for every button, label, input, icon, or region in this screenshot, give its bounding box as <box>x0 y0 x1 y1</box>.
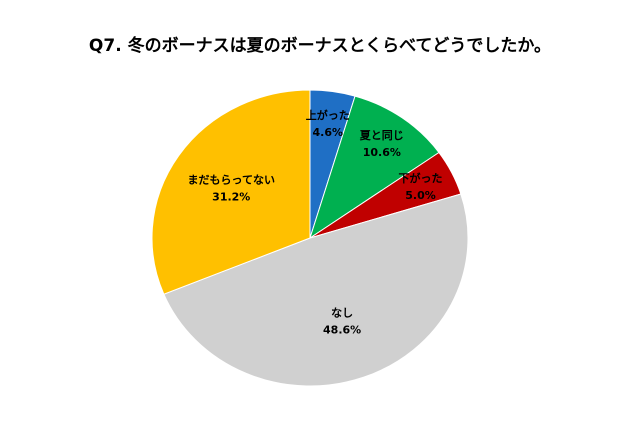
slice-label: まだもらってない <box>188 174 275 187</box>
pie-slice <box>163 193 469 387</box>
slice-value-label: 5.0% <box>405 189 436 202</box>
slice-value-label: 10.6% <box>363 146 401 159</box>
chart-title: Q7. 冬のボーナスは夏のボーナスとくらべてどうでしたか。 <box>89 35 551 56</box>
slice-value-label: 31.2% <box>212 191 250 204</box>
slice-label: 下がった <box>399 171 443 185</box>
pie-slice <box>151 89 311 295</box>
slice-label: 夏と同じ <box>360 129 404 142</box>
slice-value-label: 4.6% <box>312 126 343 139</box>
slice-value-label: 48.6% <box>323 324 361 337</box>
slice-label: なし <box>331 307 353 320</box>
pie-slice <box>309 95 440 240</box>
slice-label: 上がった <box>306 108 350 122</box>
